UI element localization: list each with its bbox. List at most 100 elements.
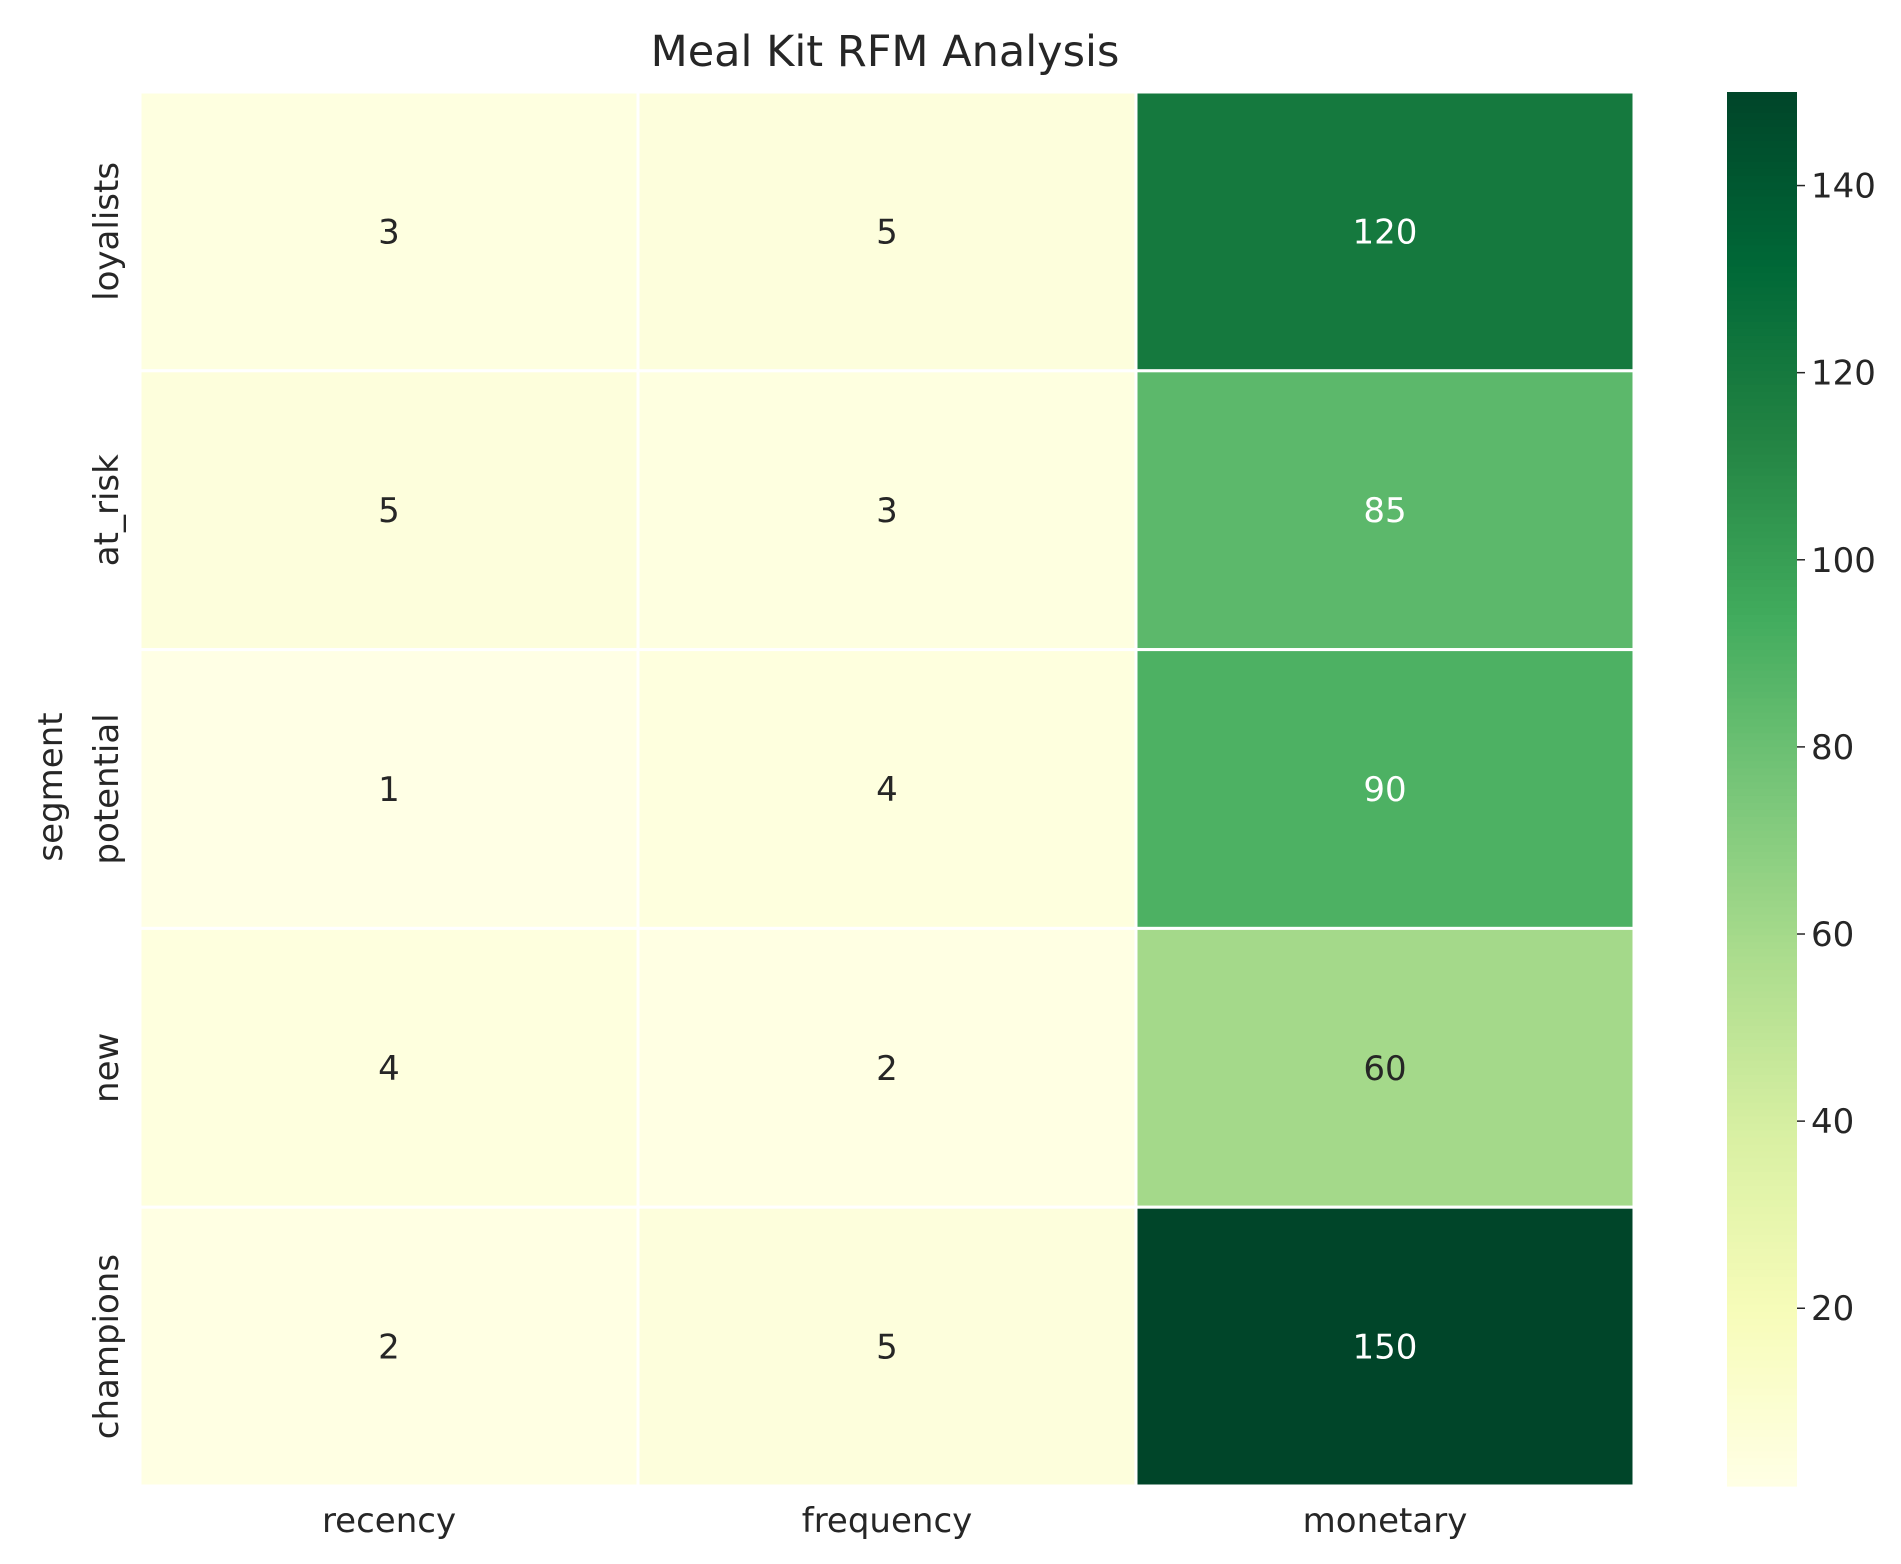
colorbar-segment — [1727, 740, 1797, 748]
colorbar-segment — [1727, 92, 1797, 100]
colorbar-segment — [1727, 440, 1797, 449]
colorbar-segment — [1727, 1235, 1797, 1243]
colorbar-segment — [1727, 377, 1797, 386]
colorbar-segment — [1727, 1444, 1797, 1452]
colorbar-segment — [1727, 823, 1797, 832]
colorbar-segment — [1727, 1381, 1797, 1390]
colorbar-segment — [1727, 956, 1797, 964]
y-tick-label: champions — [87, 1254, 127, 1439]
colorbar-segment — [1727, 1012, 1797, 1020]
colorbar-segment — [1727, 621, 1797, 630]
colorbar-segment — [1727, 809, 1797, 818]
colorbar-segment — [1727, 273, 1797, 281]
y-axis-ticks: loyalists at_risk potential new champions — [87, 162, 127, 1439]
colorbar-segment — [1727, 370, 1797, 379]
colorbar-segment — [1727, 1158, 1797, 1166]
colorbar-segment — [1727, 1116, 1797, 1125]
colorbar-segment — [1727, 1186, 1797, 1194]
colorbar-segment — [1727, 642, 1797, 651]
colorbar-segment — [1727, 496, 1797, 504]
colorbar-segment — [1727, 133, 1797, 142]
colorbar-segment — [1727, 816, 1797, 825]
colorbar-segment — [1727, 1297, 1797, 1306]
colorbar-segment — [1727, 963, 1797, 971]
colorbar-segment — [1727, 1430, 1797, 1438]
cell-value-label: 3 — [378, 212, 400, 252]
colorbar-segment — [1727, 1102, 1797, 1111]
colorbar-segment — [1727, 238, 1797, 246]
cell-value-label: 150 — [1353, 1328, 1418, 1368]
colorbar-segment — [1727, 837, 1797, 846]
x-tick-label: monetary — [1303, 1501, 1468, 1541]
colorbar-segment — [1727, 1005, 1797, 1013]
colorbar-segment — [1727, 342, 1797, 351]
colorbar-segment — [1727, 140, 1797, 149]
colorbar-segment — [1727, 398, 1797, 407]
colorbar-segment — [1727, 593, 1797, 602]
colorbar-segment — [1727, 851, 1797, 860]
colorbar-segment — [1727, 1221, 1797, 1229]
colorbar-segment — [1727, 844, 1797, 853]
colorbar-segment — [1727, 363, 1797, 372]
colorbar-segment — [1727, 998, 1797, 1006]
colorbar-segment — [1727, 789, 1797, 797]
colorbar-segment — [1727, 1088, 1797, 1097]
colorbar-segment — [1727, 761, 1797, 769]
colorbar-segment — [1727, 733, 1797, 741]
colorbar-segment — [1727, 565, 1797, 574]
colorbar-segment — [1727, 308, 1797, 316]
colorbar-segment — [1727, 684, 1797, 693]
colorbar-segment — [1727, 1081, 1797, 1090]
colorbar-segment — [1727, 1025, 1797, 1034]
colorbar-segment — [1727, 1465, 1797, 1473]
colorbar-segment — [1727, 1360, 1797, 1369]
colorbar-segment — [1727, 698, 1797, 706]
cell-value-label: 60 — [1363, 1049, 1406, 1089]
colorbar-segment — [1727, 977, 1797, 985]
colorbar-segment — [1727, 865, 1797, 874]
colorbar-segment — [1727, 391, 1797, 400]
colorbar-segment — [1727, 935, 1797, 943]
colorbar-segment — [1727, 1388, 1797, 1396]
colorbar-tick-label: 40 — [1811, 1102, 1854, 1142]
colorbar-segment — [1727, 1123, 1797, 1132]
colorbar-segment — [1727, 726, 1797, 734]
colorbar-segment — [1727, 1276, 1797, 1285]
heatmap-cell-loyalists-recency — [138, 90, 640, 373]
cell-value-label: 2 — [876, 1049, 898, 1089]
colorbar-segment — [1727, 607, 1797, 616]
colorbar-segment — [1727, 670, 1797, 679]
colorbar-segment — [1727, 677, 1797, 686]
colorbar-segment — [1727, 663, 1797, 672]
colorbar-segment — [1727, 914, 1797, 923]
colorbar-segment — [1727, 712, 1797, 720]
colorbar-segment — [1727, 1130, 1797, 1139]
y-axis-label: segment — [31, 712, 71, 861]
colorbar-segment — [1727, 1458, 1797, 1466]
heatmap-cell-champions-monetary — [1134, 1205, 1636, 1488]
colorbar-segment — [1727, 294, 1797, 302]
colorbar-segment — [1727, 1137, 1797, 1146]
colorbar-segment — [1727, 328, 1797, 337]
colorbar-segment — [1727, 691, 1797, 699]
colorbar-segment — [1727, 1318, 1797, 1327]
colorbar-segment — [1727, 210, 1797, 219]
cell-value-label: 120 — [1353, 212, 1418, 252]
colorbar-segment — [1727, 1144, 1797, 1153]
colorbar-segment — [1727, 335, 1797, 344]
heatmap-cell-loyalists-frequency — [636, 90, 1138, 373]
colorbar-segment — [1727, 1179, 1797, 1187]
heatmap-cell-potential-frequency — [636, 648, 1138, 930]
colorbar-segment — [1727, 579, 1797, 588]
heatmap-cell-at_risk-recency — [138, 369, 640, 652]
colorbar-segment — [1727, 1109, 1797, 1118]
colorbar-segment — [1727, 475, 1797, 483]
colorbar-segment — [1727, 656, 1797, 665]
y-tick-label: at_risk — [87, 454, 127, 566]
colorbar-segment — [1727, 119, 1797, 128]
colorbar-segment — [1727, 1228, 1797, 1236]
colorbar-segment — [1727, 168, 1797, 177]
colorbar-segment — [1727, 1249, 1797, 1257]
